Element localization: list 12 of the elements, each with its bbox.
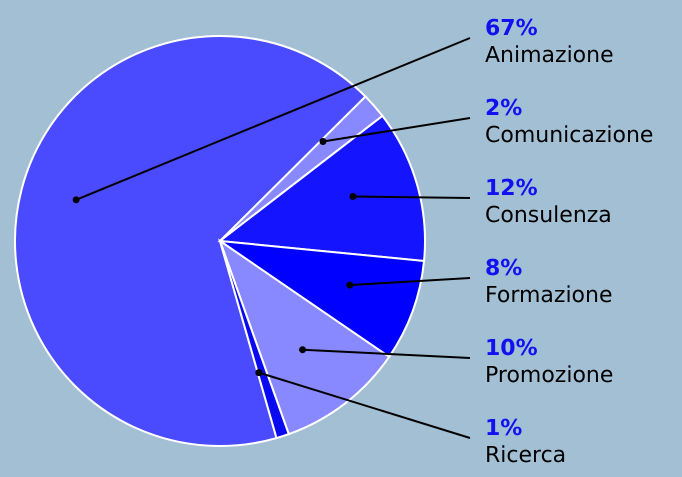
slice-label: Formazione xyxy=(485,283,612,308)
data-label: 1% xyxy=(485,416,522,441)
slice-label: Ricerca xyxy=(485,443,566,468)
data-label: 2% xyxy=(485,96,522,121)
slice-label: Consulenza xyxy=(485,203,612,228)
data-label: 10% xyxy=(485,336,538,361)
slice-label: Animazione xyxy=(485,43,614,68)
slice-label: Comunicazione xyxy=(485,123,654,148)
data-label: 67% xyxy=(485,16,538,41)
data-label: 8% xyxy=(485,256,522,281)
slice-label: Promozione xyxy=(485,363,614,388)
data-label: 12% xyxy=(485,176,538,201)
